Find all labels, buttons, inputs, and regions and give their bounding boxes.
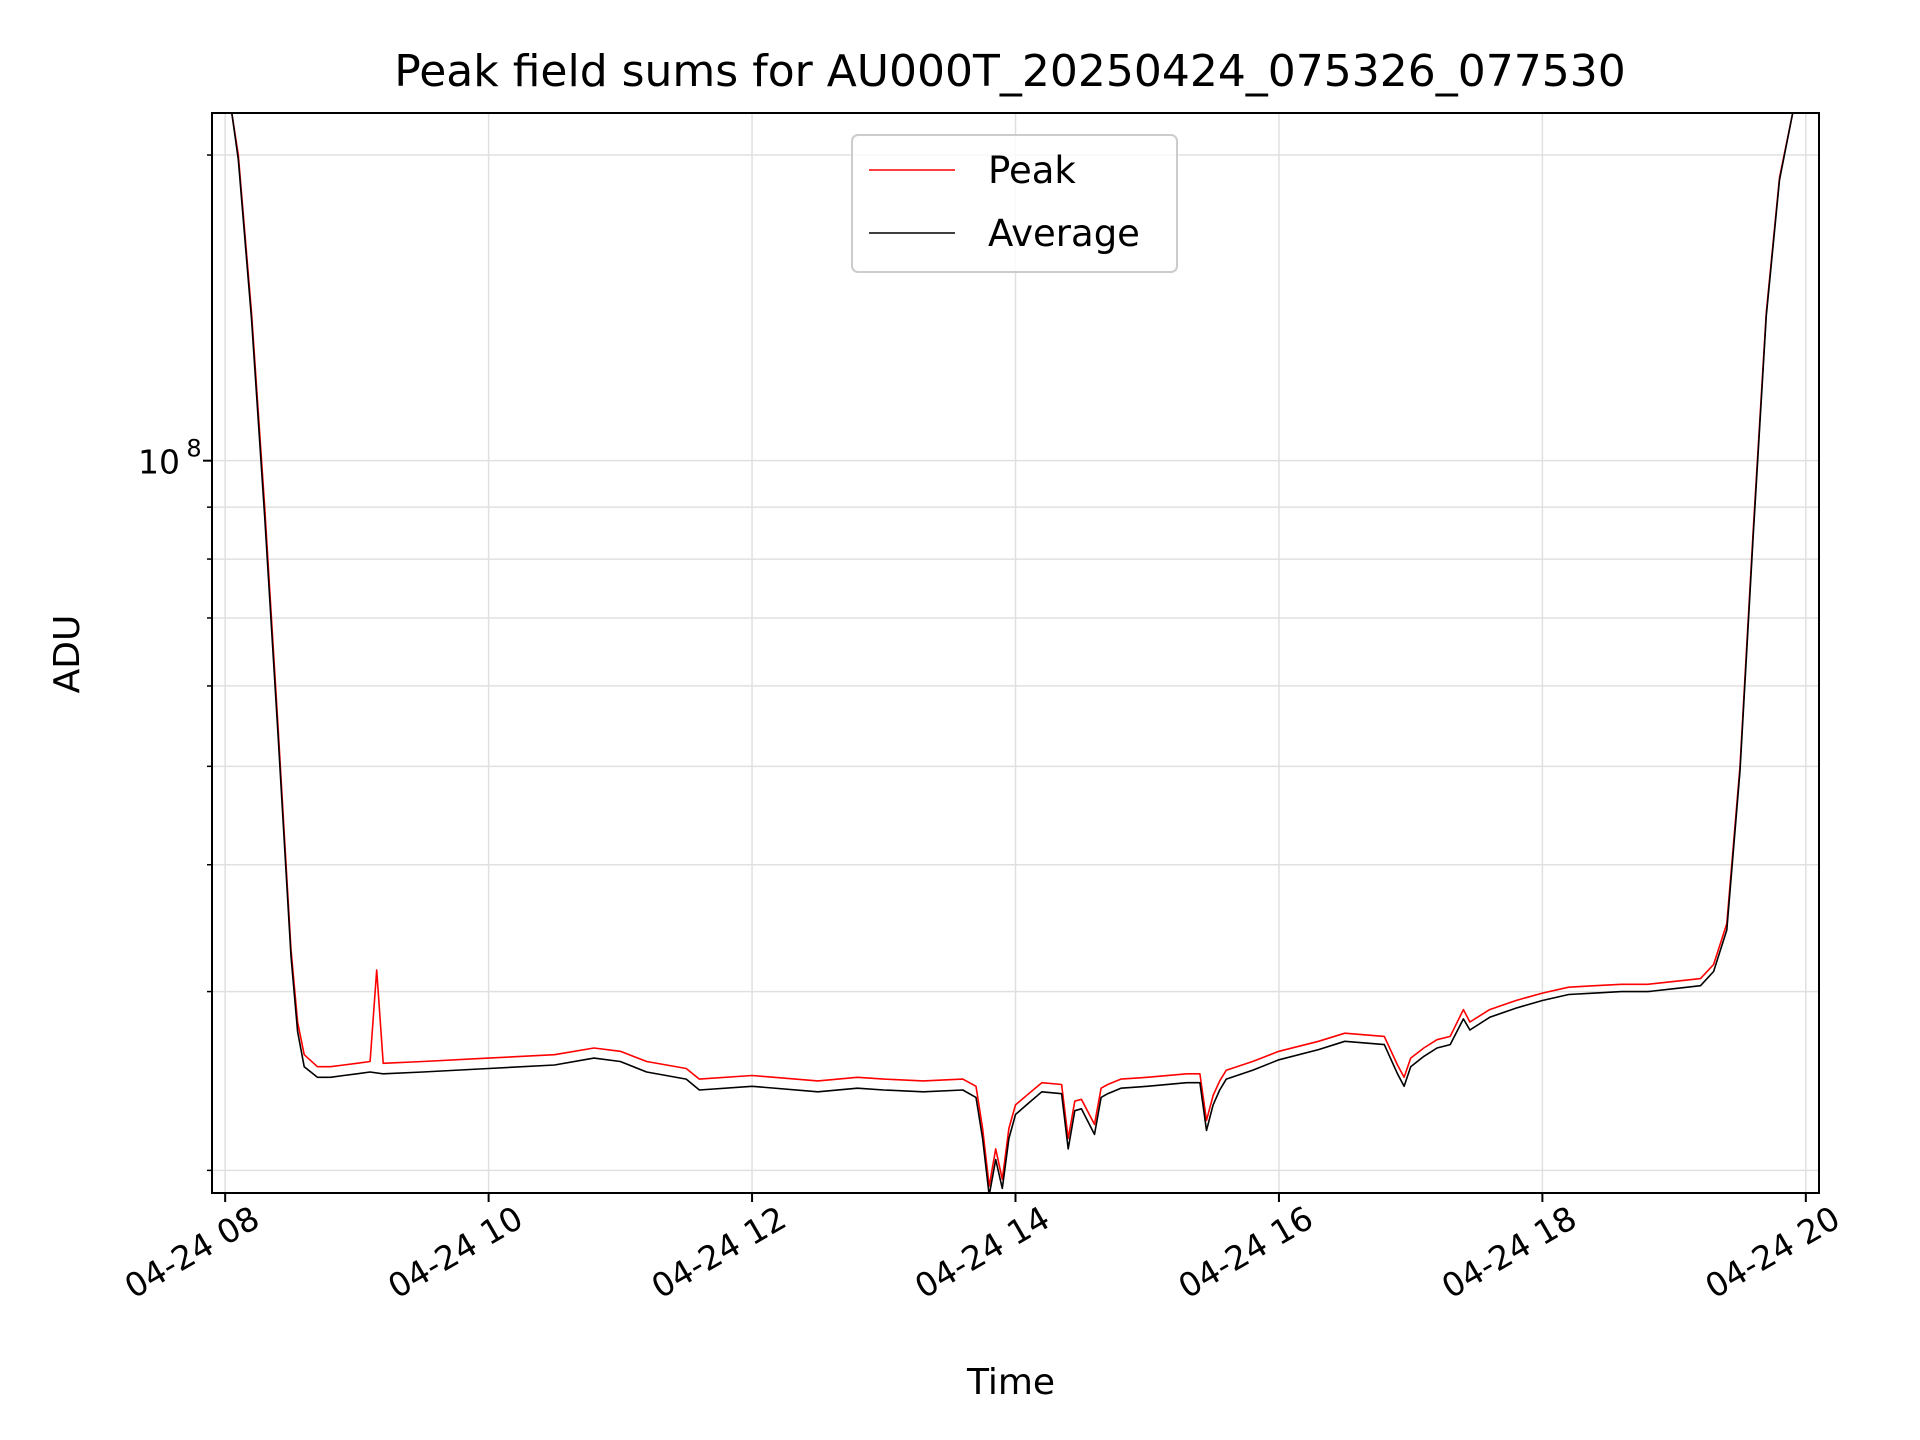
x-axis-title: Time: [966, 1362, 1055, 1403]
series-line-average: [212, 113, 1819, 1193]
y-tick-label: 10: [138, 443, 180, 482]
chart-title: Peak field sums for AU000T_20250424_0753…: [394, 46, 1626, 97]
y-tick-label-exponent: 8: [186, 435, 201, 463]
series-line-peak: [212, 113, 1819, 1187]
plot-area: [212, 113, 1819, 1193]
legend-average-label: Average: [988, 212, 1140, 255]
y-axis-title: ADU: [47, 615, 88, 694]
legend-peak-label: Peak: [988, 149, 1076, 192]
y-axis: 10 8: [138, 154, 212, 1172]
legend: Peak Average: [851, 134, 1178, 273]
grid-lines: [212, 113, 1819, 1193]
